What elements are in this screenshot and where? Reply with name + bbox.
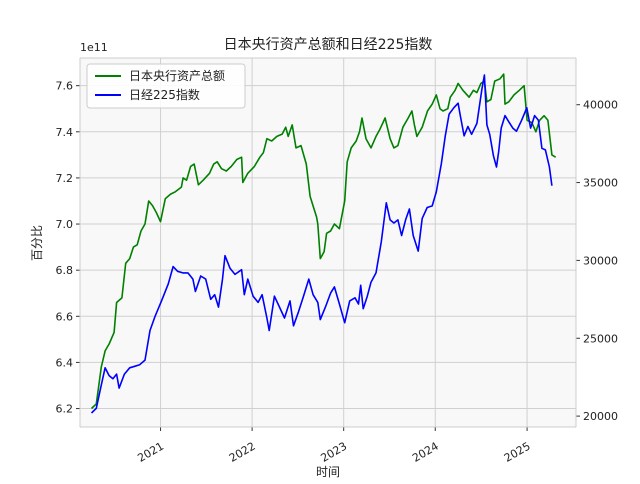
y-tick-label-left: 6.4	[56, 356, 74, 369]
left-axis-offset-text: 1e11	[80, 41, 108, 54]
x-axis-label: 时间	[316, 465, 340, 479]
y-tick-label-left: 6.2	[56, 403, 74, 416]
y-axis-label-left: 百分比	[30, 225, 44, 261]
grid-lines	[80, 58, 576, 427]
x-tick-label: 2025	[502, 440, 533, 465]
y-tick-label-right: 20000	[583, 410, 618, 423]
y-tick-label-left: 7.0	[56, 218, 74, 231]
x-tick-label: 2024	[410, 440, 441, 465]
axes: 6.2 6.4 6.6 6.8 7.0 7.2 7.4 7.6 2021 2022 2023 2024…	[56, 57, 618, 465]
x-tick-label: 2022	[227, 440, 258, 465]
x-tick-label: 2021	[135, 440, 166, 465]
series-line-1	[90, 73, 557, 410]
series-line-2	[90, 74, 553, 414]
y-tick-label-left: 7.2	[56, 172, 74, 185]
plot-area	[80, 58, 576, 427]
legend-label: 日经225指数	[129, 87, 200, 102]
y-tick-label-left: 6.6	[56, 310, 74, 323]
y-tick-label-right: 40000	[583, 99, 618, 112]
x-tick-label: 2023	[319, 440, 350, 465]
legend-box	[86, 63, 246, 109]
series-layer	[90, 73, 557, 414]
y-tick-label-left: 7.4	[56, 126, 74, 139]
y-tick-label-right: 25000	[583, 332, 618, 345]
y-tick-label-left: 7.6	[56, 80, 74, 93]
legend-label: 日本央行资产总额	[129, 69, 225, 83]
y-tick-label-right: 35000	[583, 177, 618, 190]
y-tick-label-left: 6.8	[56, 264, 74, 277]
y-tick-label-right: 30000	[583, 254, 618, 267]
chart-title: 日本央行资产总额和日经225指数	[224, 37, 433, 53]
